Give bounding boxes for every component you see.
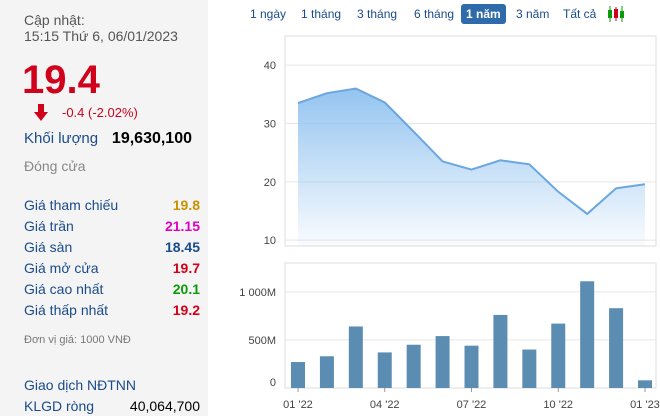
stock-chart: 10 20 30 40 0 500M 1 000M 01 '22 04 '22 07 '22 1… — [239, 35, 660, 411]
stat-value: 19.7 — [172, 260, 200, 276]
updated-time: 15:15 Thứ 6, 06/01/2023 — [24, 28, 178, 44]
range-tab[interactable]: 3 năm — [516, 7, 550, 21]
range-tab[interactable]: 1 năm — [461, 4, 506, 24]
stat-label: Giá trần — [24, 218, 74, 234]
volume-bar — [435, 336, 450, 388]
x-tick-label: 04 '22 — [370, 399, 400, 411]
volume-bar — [348, 326, 363, 388]
range-tab[interactable]: 6 tháng — [414, 7, 455, 21]
volume-value: 19,630,100 — [111, 130, 192, 147]
stat-label: Giá tham chiếu — [24, 197, 119, 213]
candlestick-icon[interactable] — [607, 5, 627, 23]
foreign-trade-title: Giao dịch NĐTNN — [24, 377, 137, 393]
x-tick-label: 10 '22 — [543, 399, 573, 411]
x-tick-label: 01 '22 — [283, 399, 313, 411]
volume-row: Khối lượng 19,630,100 — [24, 130, 200, 147]
range-tab[interactable]: 1 ngày — [250, 7, 287, 21]
x-tick-label: 01 '23 — [630, 399, 660, 411]
volume-bars — [291, 281, 652, 388]
price-tick-label: 20 — [264, 177, 276, 189]
stat-label: Giá cao nhất — [24, 281, 104, 297]
volume-tick-label: 500M — [248, 335, 276, 347]
net-volume-value: 40,064,700 — [129, 398, 200, 414]
volume-tick-label: 0 — [270, 377, 276, 389]
stat-label: Giá thấp nhất — [24, 302, 109, 318]
volume-bar — [377, 352, 392, 388]
stat-value: 20.1 — [172, 281, 200, 297]
volume-bar — [319, 356, 334, 388]
current-price: 19.4 — [22, 58, 100, 102]
price-area — [298, 88, 645, 246]
stat-row: Giá mở cửa 19.7 — [24, 260, 200, 276]
market-status: Đóng cửa — [24, 158, 86, 174]
volume-bar — [522, 349, 537, 388]
stat-value: 19.8 — [172, 197, 200, 213]
volume-bar — [580, 281, 595, 388]
volume-bar — [406, 344, 421, 388]
x-tick-label: 07 '22 — [457, 399, 487, 411]
volume-grid: 0 500M 1 000M — [239, 262, 657, 389]
stat-value: 19.2 — [172, 302, 200, 318]
price-tick-label: 30 — [264, 119, 276, 131]
price-tick-label: 40 — [264, 60, 276, 72]
range-tab[interactable]: Tất cả — [563, 7, 597, 21]
volume-bar — [551, 323, 566, 388]
stat-value: 18.45 — [164, 239, 200, 255]
stat-row: Giá thấp nhất 19.2 — [24, 302, 200, 318]
stat-row: Giá tham chiếu 19.8 — [24, 197, 200, 213]
updated-label: Cập nhật: — [24, 12, 85, 28]
volume-tick-label: 1 000M — [239, 287, 276, 299]
stat-row: Giá cao nhất 20.1 — [24, 281, 200, 297]
net-volume-label: KLGD ròng — [24, 398, 95, 414]
unit-note: Đơn vị giá: 1000 VNĐ — [24, 334, 131, 346]
volume-bar — [464, 345, 479, 388]
x-axis-labels: 01 '22 04 '22 07 '22 10 '22 01 '23 — [283, 388, 660, 411]
stock-info-panel: Cập nhật: 15:15 Thứ 6, 06/01/2023 19.4 -… — [0, 0, 208, 416]
range-tab[interactable]: 1 tháng — [301, 7, 342, 21]
stat-value: 21.15 — [164, 218, 200, 234]
stat-row: Giá trần 21.15 — [24, 218, 200, 234]
price-change: -0.4 (-2.02%) — [62, 105, 138, 120]
volume-bar — [291, 362, 305, 388]
volume-bar — [638, 380, 652, 388]
volume-bar — [609, 308, 624, 388]
stat-label: Giá sàn — [24, 239, 73, 255]
price-tick-label: 10 — [264, 235, 276, 247]
volume-label: Khối lượng — [24, 130, 99, 147]
price-line — [297, 87, 646, 216]
stat-row: Giá sàn 18.45 — [24, 239, 200, 255]
down-arrow-icon — [34, 104, 48, 121]
range-tab[interactable]: 3 tháng — [357, 7, 398, 21]
volume-bar — [493, 314, 508, 388]
net-volume-row: KLGD ròng 40,064,700 — [24, 398, 200, 414]
stat-label: Giá mở cửa — [24, 260, 99, 276]
